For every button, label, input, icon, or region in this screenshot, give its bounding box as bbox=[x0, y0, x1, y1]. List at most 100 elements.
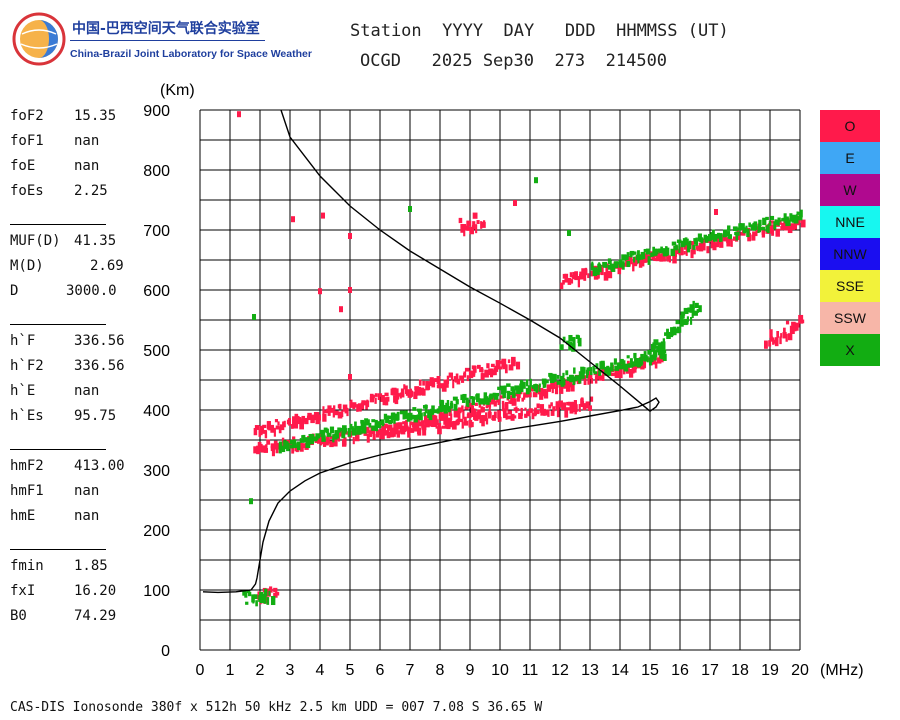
echo-mark-o bbox=[486, 363, 490, 369]
echo-mark-x bbox=[633, 256, 636, 263]
echo-mark-o bbox=[451, 421, 457, 430]
echo-mark-o bbox=[307, 412, 312, 421]
echo-mark-o bbox=[480, 221, 483, 229]
echo-mark-x bbox=[572, 337, 576, 346]
echo-mark-o bbox=[530, 387, 536, 392]
echo-mark-x bbox=[693, 238, 697, 242]
echo-mark-x bbox=[582, 367, 586, 374]
echo-mark-x bbox=[333, 433, 338, 440]
echo-mark-o bbox=[429, 377, 434, 387]
echo-mark-x bbox=[253, 594, 258, 600]
legend-label: O bbox=[844, 118, 856, 134]
echo-mark-o bbox=[291, 424, 294, 429]
x-tick-label: 8 bbox=[436, 662, 445, 679]
echo-mark-o bbox=[441, 425, 447, 429]
echo-mark-o bbox=[674, 250, 677, 258]
y-tick-label: 600 bbox=[143, 283, 170, 300]
echo-mark-x bbox=[592, 365, 595, 372]
echo-mark-o bbox=[267, 440, 270, 445]
echo-mark-o bbox=[512, 395, 515, 402]
echo-mark-o bbox=[504, 364, 508, 374]
echo-mark-x bbox=[770, 215, 775, 221]
echo-mark-o bbox=[485, 412, 488, 421]
echo-mark-o bbox=[415, 424, 420, 428]
echo-mark-x bbox=[652, 349, 656, 357]
echo-mark-o bbox=[333, 438, 338, 447]
echo-mark-o bbox=[262, 430, 266, 434]
echo-mark-o bbox=[323, 410, 327, 414]
echo-mark-o bbox=[540, 389, 545, 397]
echo-mark-x bbox=[309, 438, 314, 445]
x-tick-label: 12 bbox=[551, 662, 569, 679]
echo-point-o bbox=[348, 233, 352, 239]
param-value: 336.56 bbox=[74, 333, 125, 349]
echo-mark-o bbox=[423, 415, 428, 423]
param-value: 413.00 bbox=[74, 458, 125, 474]
echo-mark-x bbox=[573, 367, 576, 374]
echo-mark-o bbox=[564, 409, 569, 418]
x-tick-label: 5 bbox=[346, 662, 355, 679]
echo-mark-o bbox=[497, 399, 501, 406]
echo-mark-o bbox=[412, 426, 418, 432]
legend-item-o: O bbox=[820, 110, 880, 142]
echo-mark-o bbox=[461, 405, 464, 412]
echo-mark-o bbox=[716, 238, 720, 248]
echo-mark-x bbox=[653, 356, 657, 361]
y-tick-label: 500 bbox=[143, 343, 170, 360]
echo-mark-x bbox=[683, 319, 688, 326]
echo-mark-x bbox=[690, 316, 693, 325]
echo-mark-x bbox=[631, 361, 635, 367]
echo-mark-o bbox=[291, 444, 295, 454]
echo-mark-o bbox=[469, 421, 474, 428]
echo-mark-o bbox=[366, 433, 370, 443]
echo-mark-x bbox=[766, 224, 770, 234]
echo-mark-x bbox=[556, 380, 561, 385]
echo-mark-o bbox=[524, 407, 527, 411]
echo-mark-x bbox=[676, 327, 680, 331]
echo-mark-x bbox=[727, 225, 731, 231]
echo-mark-o bbox=[583, 378, 587, 386]
echo-mark-x bbox=[773, 221, 777, 230]
echo-mark-o bbox=[531, 412, 535, 420]
echo-mark-o bbox=[618, 369, 623, 379]
x-tick-label: 1 bbox=[226, 662, 235, 679]
echo-mark-o bbox=[474, 402, 478, 406]
echo-mark-x bbox=[768, 221, 772, 226]
echo-mark-x bbox=[765, 216, 769, 221]
echo-mark-x bbox=[629, 358, 633, 367]
echo-mark-o bbox=[450, 373, 454, 381]
param-label: foF1 bbox=[10, 133, 44, 149]
echo-mark-x bbox=[588, 367, 593, 372]
echo-mark-o bbox=[436, 375, 441, 384]
electron-density-profile bbox=[202, 109, 660, 594]
echo-mark-x bbox=[575, 334, 579, 339]
echo-point-x bbox=[408, 206, 412, 212]
param-value: nan bbox=[74, 383, 100, 399]
echo-mark-x bbox=[268, 590, 271, 596]
echo-mark-o bbox=[558, 400, 563, 408]
echo-mark-o bbox=[726, 239, 731, 247]
echo-mark-o bbox=[666, 254, 670, 262]
param-separator bbox=[10, 549, 106, 550]
echo-mark-o bbox=[587, 376, 591, 385]
echo-mark-o bbox=[254, 425, 260, 430]
echo-mark-o bbox=[458, 217, 463, 224]
echo-mark-o bbox=[463, 372, 467, 377]
echo-mark-x bbox=[332, 434, 335, 443]
echo-mark-o bbox=[640, 365, 645, 370]
echo-mark-x bbox=[716, 235, 720, 239]
echo-mark-o bbox=[569, 404, 574, 414]
echo-mark-o bbox=[394, 426, 399, 435]
echo-mark-x bbox=[411, 414, 415, 420]
echo-mark-x bbox=[637, 258, 640, 264]
echo-mark-x bbox=[520, 381, 524, 386]
echo-mark-o bbox=[481, 418, 485, 427]
echo-mark-x bbox=[526, 379, 529, 387]
echo-mark-x bbox=[244, 592, 248, 598]
echo-mark-o bbox=[574, 271, 578, 281]
echo-mark-x bbox=[649, 354, 654, 363]
echo-mark-o bbox=[752, 231, 755, 236]
echo-mark-x bbox=[618, 262, 624, 267]
echo-mark-o bbox=[505, 413, 508, 420]
